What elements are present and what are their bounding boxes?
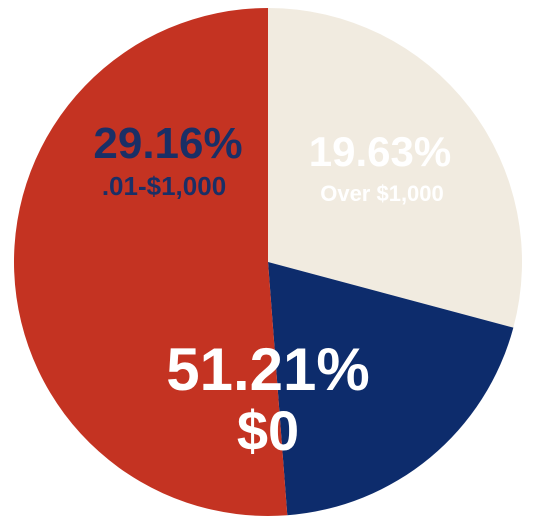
pie-slice-2 <box>268 262 514 516</box>
labels-group: 51.21% $0 29.16% .01-$1,000 19.63% Over … <box>93 119 451 462</box>
pie-slice-0 <box>13 8 288 516</box>
slice-category-label-2: Over $1,000 <box>320 181 444 206</box>
slices-group <box>13 8 522 516</box>
slice-percent-label-1: 29.16% <box>93 119 242 168</box>
slice-percent-label-2: 19.63% <box>309 128 451 175</box>
pie-slice-1 <box>268 8 522 328</box>
slice-category-label-1: .01-$1,000 <box>102 171 226 201</box>
slice-percent-label-0: 51.21% <box>166 336 370 403</box>
slice-category-label-0: $0 <box>237 399 299 462</box>
